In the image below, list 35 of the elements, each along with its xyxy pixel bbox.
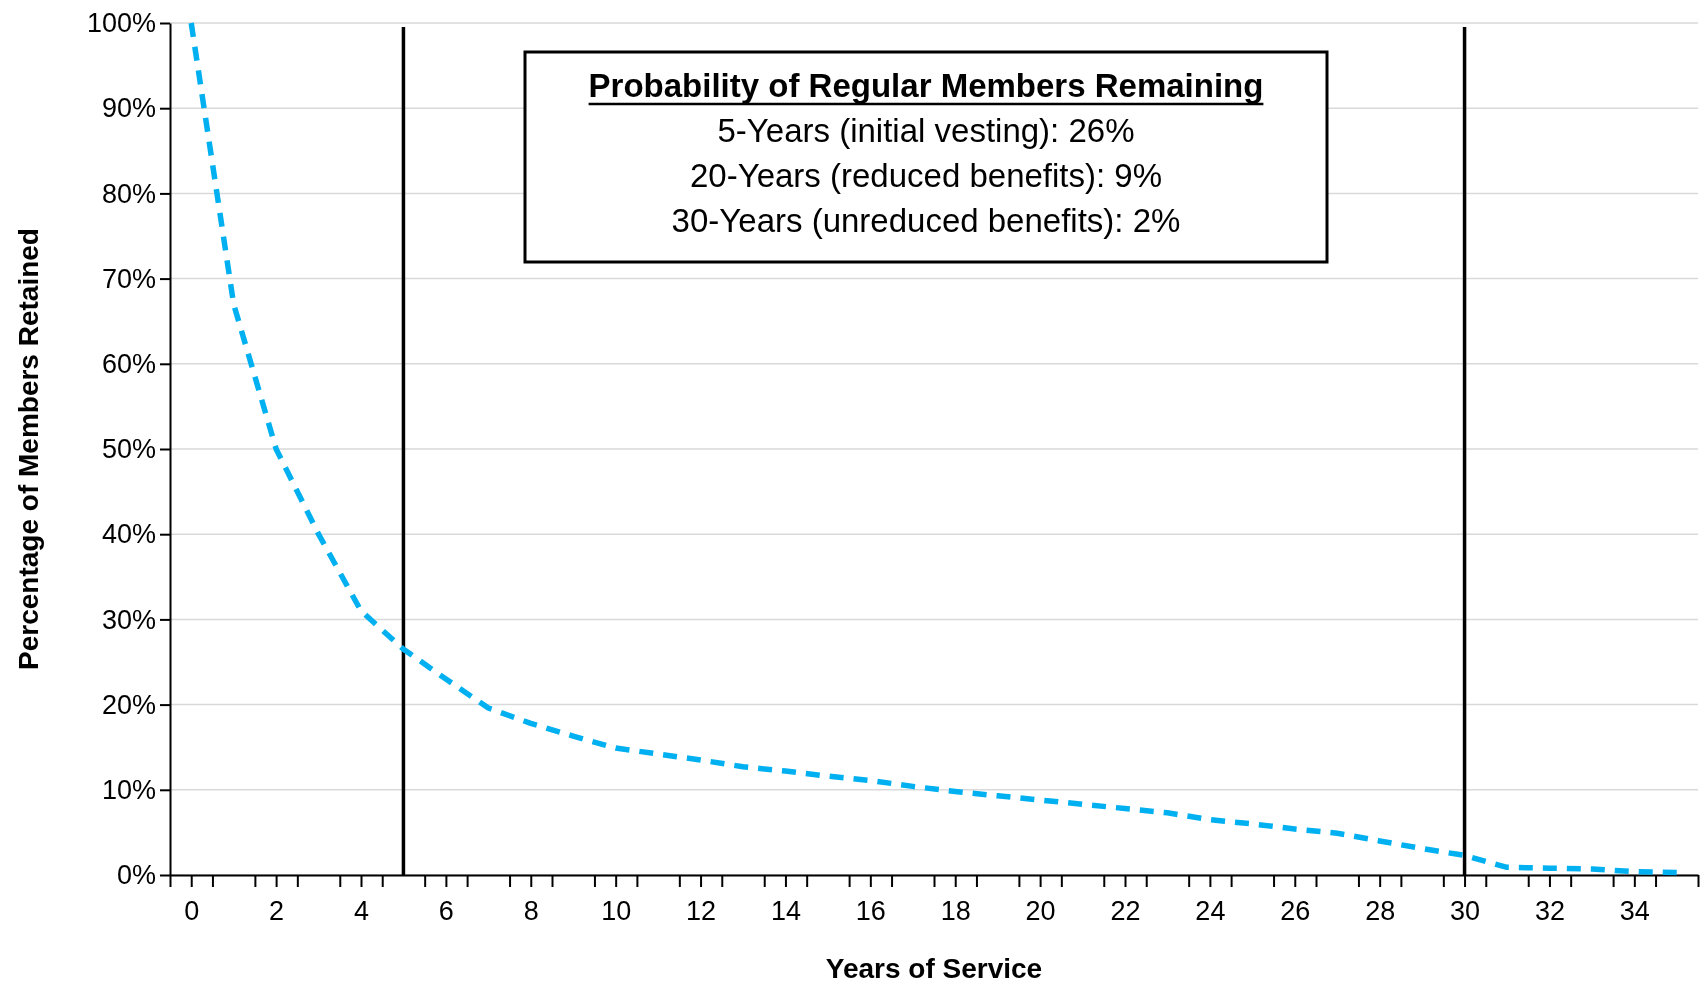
- y-tick-label: 0%: [116, 860, 156, 891]
- x-tick-label: 2: [269, 895, 285, 926]
- y-tick-label: 10%: [101, 774, 156, 805]
- x-tick-label: 18: [940, 895, 971, 926]
- y-tick-label: 100%: [86, 8, 156, 39]
- y-tick-label: 30%: [101, 604, 156, 635]
- annotation: 5-Years (initial vesting): 26%: [717, 112, 1135, 149]
- x-tick-label: 20: [1025, 895, 1056, 926]
- x-tick-label: 16: [855, 895, 886, 926]
- x-tick-label: 24: [1195, 895, 1226, 926]
- x-tick-label: 34: [1619, 895, 1650, 926]
- y-tick-label: 70%: [101, 263, 156, 294]
- y-tick-label: 20%: [101, 689, 156, 720]
- y-tick-label: 90%: [101, 93, 156, 124]
- x-tick-label: 4: [353, 895, 370, 926]
- y-tick-label: 60%: [101, 348, 156, 379]
- x-tick-label: 12: [686, 895, 717, 926]
- x-tick-label: 26: [1280, 895, 1311, 926]
- x-tick-label: 0: [184, 895, 200, 926]
- annotation: Probability of Regular Members Remaining: [588, 67, 1264, 104]
- y-tick-label: 80%: [101, 178, 156, 209]
- x-tick-label: 8: [523, 895, 539, 926]
- x-tick-label: 28: [1365, 895, 1396, 926]
- x-tick-label: 10: [601, 895, 632, 926]
- x-tick-label: 6: [438, 895, 454, 926]
- y-tick-label: 50%: [101, 434, 156, 465]
- annotation: 30-Years (unreduced benefits): 2%: [671, 202, 1181, 239]
- x-tick-label: 22: [1110, 895, 1141, 926]
- annotation: 20-Years (reduced benefits): 9%: [689, 157, 1163, 194]
- x-tick-label: 32: [1534, 895, 1565, 926]
- y-tick-label: 40%: [101, 519, 156, 550]
- x-axis-title: Years of Service: [825, 953, 1043, 984]
- x-tick-label: 14: [770, 895, 801, 926]
- x-tick-label: 30: [1450, 895, 1481, 926]
- y-axis-title: Percentage of Members Retained: [13, 228, 44, 670]
